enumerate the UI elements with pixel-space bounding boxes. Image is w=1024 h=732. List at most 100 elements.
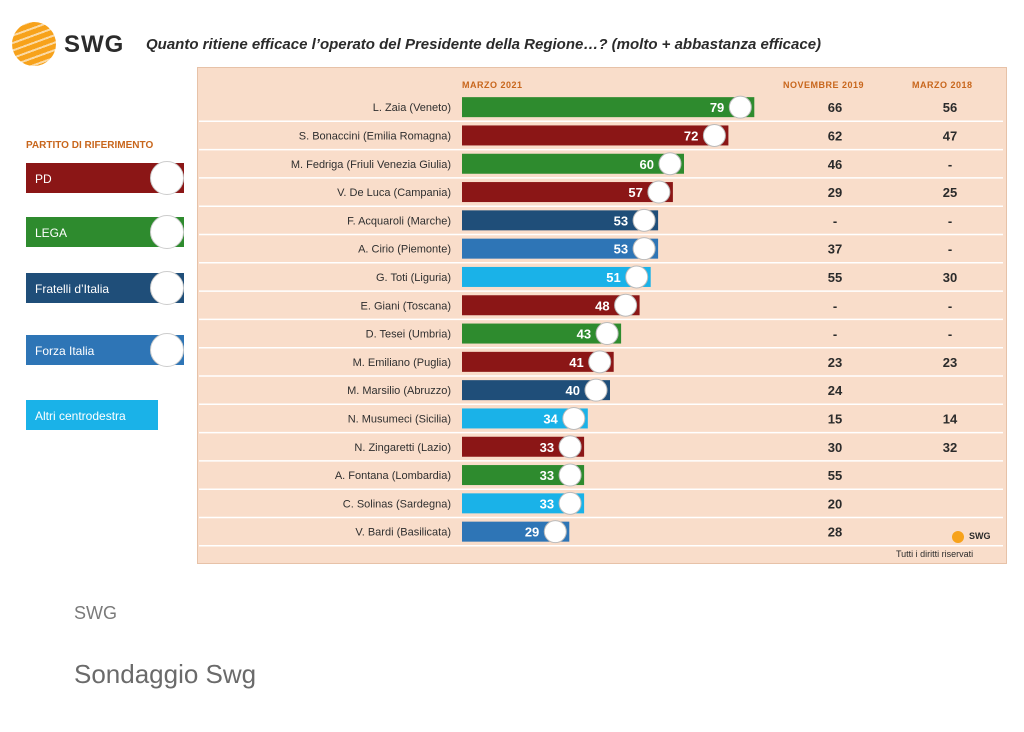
- bar: [462, 125, 729, 146]
- value-novembre-2019: -: [833, 327, 837, 342]
- value-marzo-2018: -: [948, 213, 952, 228]
- party-logo-icon: [647, 180, 671, 204]
- value-marzo-2018: -: [948, 242, 952, 257]
- party-logo-icon: [558, 463, 582, 487]
- party-logo-icon: [728, 95, 752, 119]
- value-novembre-2019: 28: [828, 525, 842, 540]
- value-novembre-2019: 37: [828, 242, 842, 257]
- bar: [462, 380, 610, 401]
- candidate-label: M. Emiliano (Puglia): [353, 357, 451, 369]
- bar-value-label: 33: [540, 468, 554, 483]
- party-logo-icon: [632, 208, 656, 232]
- value-novembre-2019: 15: [828, 411, 842, 426]
- swg-small-logo-icon: [952, 531, 964, 543]
- candidate-label: D. Tesei (Umbria): [366, 329, 451, 341]
- party-logo-icon: [584, 378, 608, 402]
- value-marzo-2018: 47: [943, 128, 957, 143]
- bar: [462, 351, 614, 372]
- candidate-label: L. Zaia (Veneto): [373, 102, 451, 114]
- image-source: SWG: [74, 603, 117, 623]
- bar: [462, 408, 588, 429]
- candidate-label: V. De Luca (Campania): [337, 187, 451, 199]
- legend-item-fi: Forza Italia: [26, 333, 184, 367]
- value-marzo-2018: 14: [943, 411, 958, 426]
- value-marzo-2018: 23: [943, 355, 957, 370]
- value-marzo-2018: 32: [943, 440, 957, 455]
- candidate-label: A. Fontana (Lombardia): [335, 470, 451, 482]
- bar-value-label: 33: [540, 496, 554, 511]
- candidate-label: C. Solinas (Sardegna): [343, 498, 451, 510]
- value-novembre-2019: 62: [828, 128, 842, 143]
- bar-value-label: 60: [640, 157, 654, 172]
- bar: [462, 295, 640, 316]
- bar: [462, 323, 622, 344]
- candidate-label: N. Musumeci (Sicilia): [348, 413, 451, 425]
- candidate-label: M. Fedriga (Friuli Venezia Giulia): [291, 159, 451, 171]
- party-logo-icon: [702, 123, 726, 147]
- bar: [462, 436, 585, 457]
- fdi-logo-icon: [150, 271, 184, 305]
- legend-label: Forza Italia: [35, 344, 95, 358]
- party-logo-icon: [558, 435, 582, 459]
- bar: [462, 465, 585, 486]
- legend-label: Altri centrodestra: [35, 409, 126, 423]
- bar-value-label: 53: [614, 242, 628, 257]
- column-header-novembre-2019: NOVEMBRE 2019: [783, 80, 865, 90]
- legend-item-lega: LEGA: [26, 215, 184, 249]
- bar-value-label: 79: [710, 100, 724, 115]
- bar-value-label: 48: [595, 298, 609, 313]
- bar-value-label: 33: [540, 440, 554, 455]
- bar-value-label: 51: [606, 270, 620, 285]
- value-marzo-2018: 25: [943, 185, 957, 200]
- value-novembre-2019: 23: [828, 355, 842, 370]
- value-novembre-2019: 20: [828, 496, 842, 511]
- swg-small-brand: SWG: [969, 531, 991, 541]
- bar-value-label: 41: [569, 355, 583, 370]
- column-header-marzo-2021: MARZO 2021: [462, 80, 523, 90]
- value-novembre-2019: -: [833, 298, 837, 313]
- brand-name: SWG: [64, 31, 125, 58]
- lega-logo-icon: [150, 215, 184, 249]
- candidate-label: E. Giani (Toscana): [361, 300, 451, 312]
- bar: [462, 182, 673, 203]
- value-marzo-2018: -: [948, 298, 952, 313]
- bar: [462, 153, 684, 174]
- image-caption: Sondaggio Swg: [74, 659, 257, 689]
- party-logo-icon: [562, 406, 586, 430]
- party-logo-icon: [658, 152, 682, 176]
- swg-logo: [12, 22, 56, 66]
- candidate-label: M. Marsilio (Abruzzo): [347, 385, 451, 397]
- legend-title: PARTITO DI RIFERIMENTO: [26, 140, 154, 151]
- legend-item-fdi: Fratelli d’Italia: [26, 271, 184, 305]
- party-logo-icon: [558, 491, 582, 515]
- rights-notice: Tutti i diritti riservati: [896, 549, 974, 559]
- legend-label: PD: [35, 172, 52, 186]
- bar: [462, 210, 659, 231]
- party-logo-icon: [614, 293, 638, 317]
- party-logo-icon: [543, 520, 567, 544]
- party-logo-icon: [588, 350, 612, 374]
- bar: [462, 97, 755, 118]
- bar: [462, 521, 570, 542]
- bar: [462, 493, 585, 514]
- bar: [462, 266, 651, 287]
- legend-item-pd: PD: [26, 161, 184, 195]
- legend-label: LEGA: [35, 226, 68, 240]
- candidate-label: A. Cirio (Piemonte): [358, 244, 451, 256]
- value-novembre-2019: 66: [828, 100, 842, 115]
- party-logo-icon: [625, 265, 649, 289]
- legend-item-altri: Altri centrodestra: [26, 400, 158, 430]
- candidate-label: G. Toti (Liguria): [376, 272, 451, 284]
- party-logo-icon: [632, 237, 656, 261]
- value-marzo-2018: 56: [943, 100, 957, 115]
- bar-value-label: 72: [684, 128, 698, 143]
- value-novembre-2019: 55: [828, 270, 842, 285]
- pd-logo-icon: [150, 161, 184, 195]
- bar-value-label: 40: [566, 383, 580, 398]
- value-novembre-2019: 55: [828, 468, 842, 483]
- value-marzo-2018: 30: [943, 270, 957, 285]
- candidate-label: V. Bardi (Basilicata): [355, 527, 451, 539]
- fi-logo-icon: [150, 333, 184, 367]
- value-novembre-2019: 30: [828, 440, 842, 455]
